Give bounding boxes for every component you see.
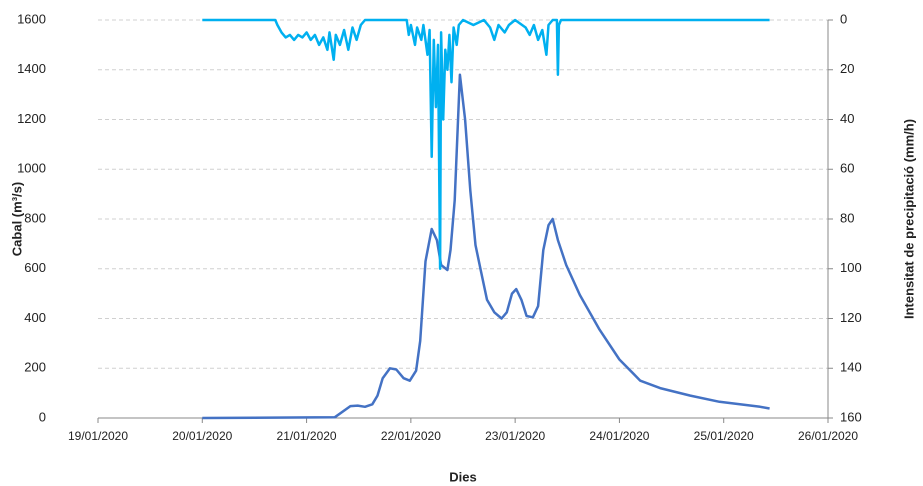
x-tick-label: 21/01/2020: [277, 429, 337, 443]
y-tick-label: 1600: [17, 11, 46, 26]
discharge-line: [202, 73, 770, 420]
x-tick-label: 20/01/2020: [172, 429, 232, 443]
x-axis-title: Dies: [449, 469, 476, 484]
y2-tick-label: 100: [840, 260, 862, 275]
y2-tick-label: 80: [840, 210, 854, 225]
y-tick-label: 200: [24, 360, 46, 375]
precipitation-line: [202, 18, 770, 271]
y2-tick-label: 120: [840, 310, 862, 325]
x-tick-label: 23/01/2020: [485, 429, 545, 443]
y2-axis-title: Intensitat de precipitació (mm/h): [901, 119, 916, 319]
y-tick-label: 1000: [17, 161, 46, 176]
x-tick-label: 24/01/2020: [589, 429, 649, 443]
y-tick-label: 400: [24, 310, 46, 325]
y-tick-label: 1400: [17, 61, 46, 76]
y-tick-label: 0: [39, 409, 46, 424]
y-axis-title: Cabal (m³/s): [9, 182, 24, 256]
x-tick-label: 26/01/2020: [798, 429, 858, 443]
y2-tick-label: 40: [840, 111, 854, 126]
y2-tick-label: 160: [840, 409, 862, 424]
y-tick-label: 600: [24, 260, 46, 275]
y2-tick-label: 20: [840, 61, 854, 76]
y2-tick-label: 60: [840, 161, 854, 176]
y2-tick-label: 0: [840, 11, 847, 26]
y-tick-label: 800: [24, 210, 46, 225]
x-tick-label: 22/01/2020: [381, 429, 441, 443]
x-tick-label: 19/01/2020: [68, 429, 128, 443]
y2-tick-label: 140: [840, 360, 862, 375]
x-tick-label: 25/01/2020: [694, 429, 754, 443]
y-tick-label: 1200: [17, 111, 46, 126]
